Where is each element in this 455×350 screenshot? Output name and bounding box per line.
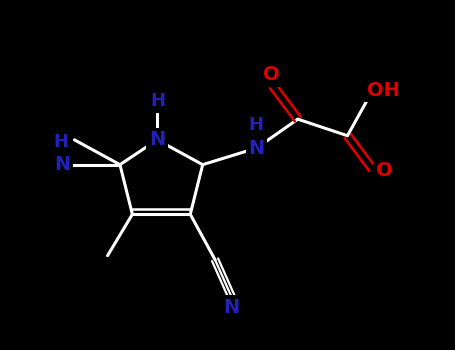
Text: H: H	[248, 116, 263, 134]
Text: O: O	[263, 65, 279, 84]
Text: OH: OH	[368, 81, 400, 100]
Text: N: N	[223, 298, 240, 317]
Text: O: O	[375, 161, 392, 180]
Text: H: H	[151, 92, 166, 110]
Text: N: N	[149, 130, 165, 149]
Text: N: N	[54, 155, 70, 174]
Text: H: H	[54, 133, 69, 151]
Text: N: N	[248, 139, 264, 158]
